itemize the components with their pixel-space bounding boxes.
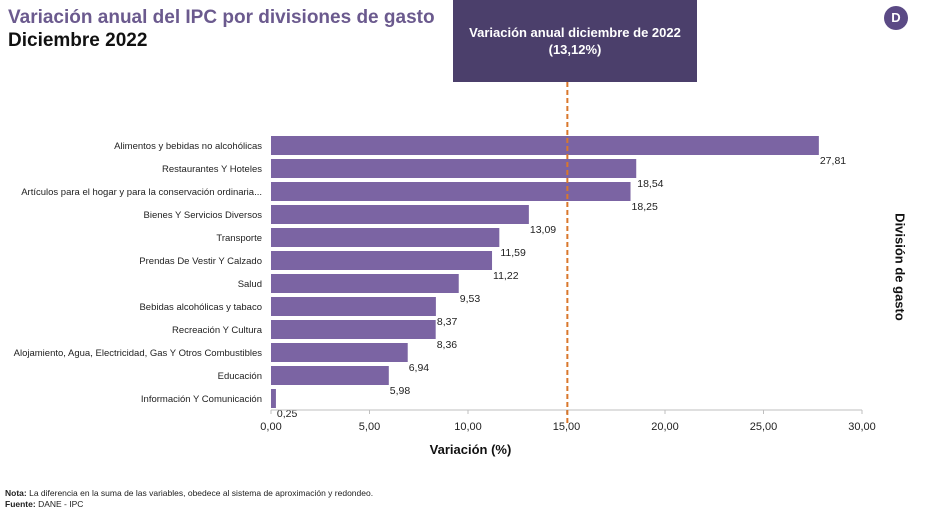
value-label: 6,94: [409, 362, 430, 374]
value-label: 18,54: [637, 178, 663, 190]
source-text: DANE - IPC: [35, 499, 84, 509]
x-tick-label: 30,00: [848, 421, 876, 433]
category-label: Salud: [238, 279, 262, 290]
callout-value: (13,12%): [548, 42, 602, 57]
dane-logo-icon: D: [884, 6, 908, 30]
callout-title: Variación anual diciembre de 2022: [469, 25, 681, 40]
x-tick-label: 5,00: [359, 421, 380, 433]
x-tick-label: 15,00: [553, 421, 581, 433]
value-label: 11,59: [500, 247, 526, 259]
category-label: Educación: [218, 371, 262, 382]
chart-subtitle: Diciembre 2022: [8, 30, 148, 51]
bar-5: [271, 251, 493, 270]
x-tick-label: 0,00: [260, 421, 281, 433]
category-label: Prendas De Vestir Y Calzado: [139, 256, 262, 267]
footnotes: Nota: La diferencia en la suma de las va…: [5, 488, 373, 510]
category-label: Alimentos y bebidas no alcohólicas: [114, 141, 262, 152]
bar-4: [271, 228, 500, 247]
x-tick-label: 10,00: [454, 421, 482, 433]
bar-7: [271, 297, 436, 316]
bar-9: [271, 343, 408, 362]
category-label: Información Y Comunicación: [141, 394, 262, 405]
category-label: Alojamiento, Agua, Electricidad, Gas Y O…: [14, 348, 263, 359]
value-label: 13,09: [530, 224, 556, 236]
source-label: Fuente:: [5, 499, 36, 509]
chart-title: Variación anual del IPC por divisiones d…: [8, 7, 435, 28]
value-label: 5,98: [390, 385, 411, 397]
value-label: 8,37: [437, 316, 458, 328]
bars-layer: Alimentos y bebidas no alcohólicas 27,81 R…: [14, 136, 846, 420]
x-axis-label: Variación (%): [430, 442, 512, 457]
bar-10: [271, 366, 389, 385]
value-label: 9,53: [460, 293, 481, 305]
value-label: 8,36: [437, 339, 458, 351]
category-label: Bienes Y Servicios Diversos: [144, 210, 263, 221]
x-tick-label: 25,00: [750, 421, 778, 433]
category-label: Restaurantes Y Hoteles: [162, 164, 262, 175]
category-label: Artículos para el hogar y para la conser…: [21, 187, 262, 198]
value-label: 11,22: [493, 270, 519, 282]
source-line: Fuente: DANE - IPC: [5, 499, 373, 510]
bar-8: [271, 320, 436, 339]
note-line: Nota: La diferencia en la suma de las va…: [5, 488, 373, 499]
category-label: Bebidas alcohólicas y tabaco: [139, 302, 262, 313]
bar-0: [271, 136, 819, 155]
bar-11: [271, 389, 276, 408]
y-axis-label: División de gasto: [892, 213, 908, 321]
value-label: 0,25: [277, 408, 298, 420]
bar-2: [271, 182, 631, 201]
bar-1: [271, 159, 637, 178]
reference-callout: Variación anual diciembre de 2022 (13,12…: [453, 0, 697, 82]
bar-3: [271, 205, 529, 224]
category-label: Recreación Y Cultura: [172, 325, 263, 336]
value-label: 18,25: [632, 201, 658, 213]
value-label: 27,81: [820, 155, 846, 167]
category-label: Transporte: [216, 233, 262, 244]
x-tick-label: 20,00: [651, 421, 679, 433]
note-label: Nota:: [5, 488, 27, 498]
bar-6: [271, 274, 459, 293]
note-text: La diferencia en la suma de las variable…: [26, 488, 374, 498]
